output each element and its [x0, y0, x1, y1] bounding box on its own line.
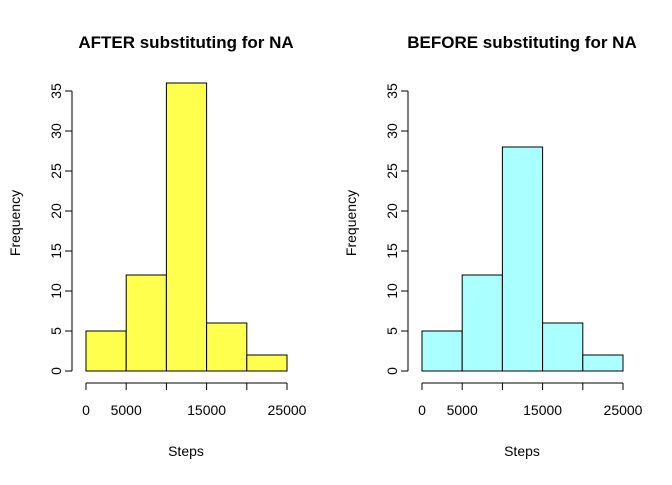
x-tick-label-after-3: 15000	[187, 402, 226, 418]
y-tick-label-before-1: 5	[384, 327, 400, 335]
y-axis-label-before: Frequency	[343, 190, 359, 256]
y-tick-label-before-2: 10	[384, 283, 400, 299]
y-tick-label-after-0: 0	[48, 367, 64, 375]
y-tick-label-after-3: 15	[48, 243, 64, 259]
bar-before-3	[542, 322, 584, 372]
y-tick-label-before-4: 20	[384, 203, 400, 219]
x-tick-label-after-0: 0	[82, 402, 90, 418]
chart-title-before: BEFORE substituting for NA	[407, 33, 636, 52]
bar-after-3	[206, 322, 248, 372]
bar-after-1	[125, 274, 167, 372]
bar-after-0	[85, 330, 127, 372]
y-tick-label-after-4: 20	[48, 203, 64, 219]
bar-after-2	[165, 82, 208, 372]
y-tick-label-after-7: 35	[48, 83, 64, 99]
bar-before-0	[421, 330, 463, 372]
x-tick-label-after-5: 25000	[268, 402, 307, 418]
x-tick-label-after-1: 5000	[111, 402, 142, 418]
y-tick-label-before-5: 25	[384, 163, 400, 179]
y-tick-label-before-0: 0	[384, 367, 400, 375]
y-tick-label-after-6: 30	[48, 123, 64, 139]
y-tick-label-before-7: 35	[384, 83, 400, 99]
y-tick-label-after-5: 25	[48, 163, 64, 179]
bar-before-1	[461, 274, 503, 372]
x-axis-label-after: Steps	[168, 443, 204, 459]
y-tick-label-after-1: 5	[48, 327, 64, 335]
y-tick-label-after-2: 10	[48, 283, 64, 299]
chart-title-after: AFTER substituting for NA	[78, 33, 293, 52]
y-axis-label-after: Frequency	[7, 190, 23, 256]
bar-before-2	[501, 146, 544, 372]
x-tick-label-before-0: 0	[418, 402, 426, 418]
x-tick-label-before-5: 25000	[604, 402, 643, 418]
y-tick-label-before-3: 15	[384, 243, 400, 259]
x-axis-label-before: Steps	[504, 443, 540, 459]
x-tick-label-before-1: 5000	[447, 402, 478, 418]
bar-before-4	[582, 354, 624, 372]
y-tick-label-before-6: 30	[384, 123, 400, 139]
bar-after-4	[246, 354, 288, 372]
x-tick-label-before-3: 15000	[523, 402, 562, 418]
